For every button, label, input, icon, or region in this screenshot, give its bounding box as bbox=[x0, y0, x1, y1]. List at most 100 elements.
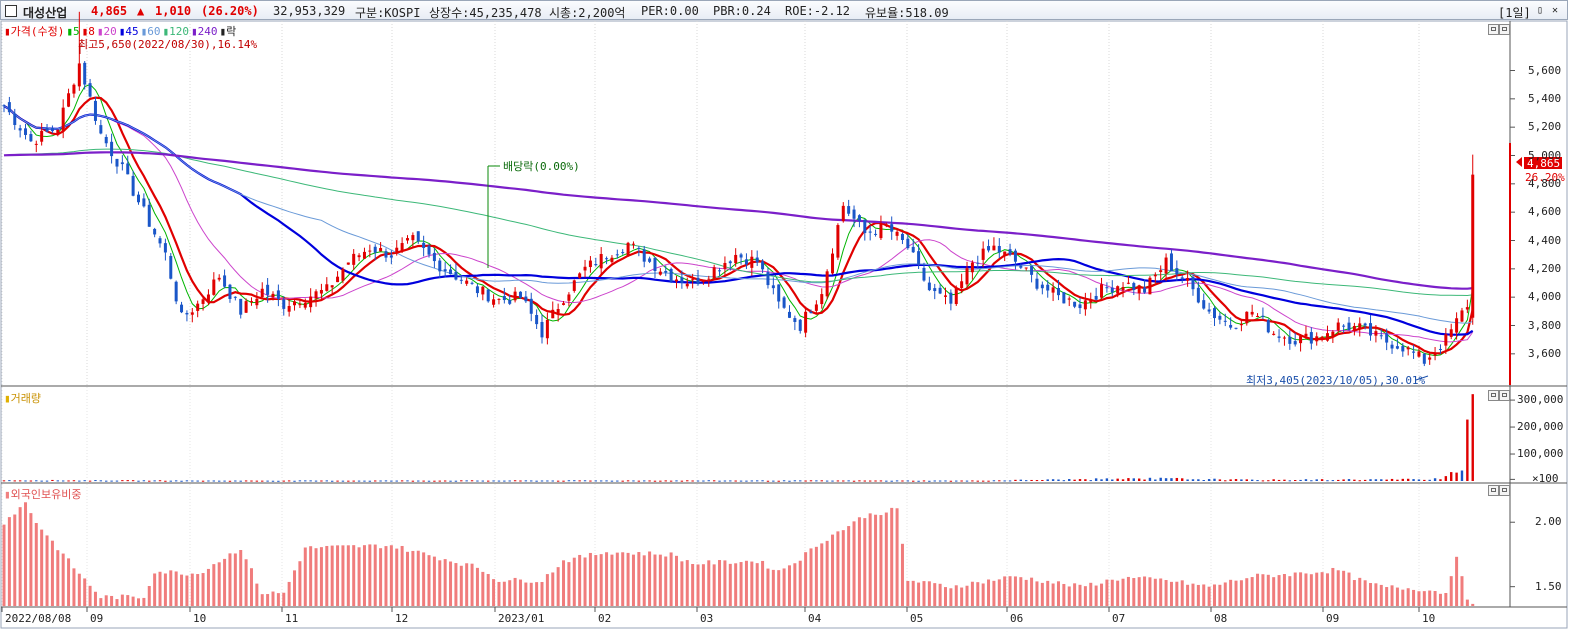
volume-bar bbox=[309, 480, 312, 482]
stock-name[interactable]: 대성산업 bbox=[23, 6, 68, 20]
stock-select-checkbox[interactable] bbox=[5, 5, 17, 17]
volume-bar bbox=[1191, 479, 1195, 481]
volume-bar bbox=[78, 480, 81, 482]
volume-bar bbox=[616, 480, 619, 482]
foreign-ratio-bar bbox=[389, 545, 393, 606]
volume-bar bbox=[766, 480, 770, 482]
candle-body bbox=[1100, 284, 1104, 298]
foreign-ratio-bar bbox=[658, 554, 662, 606]
volume-bar bbox=[933, 480, 936, 482]
chart-frame bbox=[0, 20, 1568, 629]
volume-bar bbox=[1008, 480, 1012, 482]
volume-bar bbox=[271, 480, 275, 482]
candle-body bbox=[362, 251, 366, 259]
candle-body bbox=[502, 296, 506, 301]
volume-bar bbox=[131, 480, 135, 482]
foreign-ratio-bar bbox=[502, 581, 506, 606]
volume-panel-max-button[interactable] bbox=[1499, 390, 1510, 401]
period-button[interactable]: [1일] bbox=[1498, 6, 1531, 20]
ma-60-line bbox=[3, 105, 1473, 324]
volume-bar bbox=[734, 480, 737, 482]
volume-bar bbox=[400, 480, 404, 482]
foreign-ratio-bar bbox=[631, 554, 635, 606]
candle-body bbox=[223, 275, 227, 287]
foreign-ratio-bar bbox=[24, 502, 28, 606]
foreign-ratio-bar bbox=[357, 547, 361, 606]
x-axis-tick: 09 bbox=[1326, 612, 1340, 625]
candle-body bbox=[1137, 285, 1141, 294]
volume-bar bbox=[535, 480, 538, 482]
foreign-ratio-bar bbox=[1304, 573, 1308, 606]
candle-body bbox=[809, 311, 813, 314]
candle-body bbox=[1223, 320, 1227, 322]
volume-bar bbox=[944, 480, 947, 482]
volume-bar bbox=[729, 480, 732, 482]
legend-item[interactable]: ▮60 bbox=[140, 25, 161, 38]
price-panel-restore-button[interactable] bbox=[1488, 24, 1499, 35]
foreign-ratio-bar bbox=[1385, 587, 1389, 606]
candle-body bbox=[50, 128, 54, 132]
foreign-ratio-bar bbox=[319, 547, 323, 606]
foreign-ratio-bar bbox=[874, 514, 878, 606]
volume-bar bbox=[1068, 479, 1071, 481]
candle-body bbox=[857, 215, 861, 222]
close-button[interactable]: ✕ bbox=[1552, 5, 1559, 16]
foreign-ratio-bar bbox=[443, 559, 447, 606]
candle-body bbox=[992, 245, 996, 251]
volume-panel-restore-button[interactable] bbox=[1488, 390, 1499, 401]
volume-bar bbox=[1267, 480, 1270, 482]
foreign-ratio-bar bbox=[556, 567, 560, 606]
foreign-ratio-bar bbox=[1008, 576, 1012, 606]
candle-body bbox=[1040, 284, 1044, 289]
legend-item[interactable]: ▮240 bbox=[190, 25, 218, 38]
volume-bar bbox=[99, 480, 103, 482]
candle-body bbox=[1428, 357, 1432, 360]
volume-bar bbox=[868, 480, 872, 482]
candle-body bbox=[169, 255, 173, 279]
legend-item[interactable]: ▮45 bbox=[118, 25, 139, 38]
legend-item[interactable]: ▮가격(수정) bbox=[4, 25, 65, 38]
volume-bar bbox=[465, 480, 468, 482]
legend-item[interactable]: ▮8 bbox=[81, 25, 95, 38]
x-axis-tick: 09 bbox=[90, 612, 104, 625]
candle-body bbox=[1320, 336, 1324, 340]
volume-bar bbox=[1358, 480, 1361, 482]
foreign-ratio-bar bbox=[911, 580, 915, 606]
foreign-ratio-bar bbox=[836, 531, 840, 606]
foreign-panel-max-button[interactable] bbox=[1499, 485, 1510, 496]
price-y-tick: 4,200 bbox=[1528, 261, 1562, 275]
legend-item[interactable]: ▮락 bbox=[219, 25, 237, 38]
volume-y-tick: 100,000 bbox=[1517, 447, 1564, 461]
candle-body bbox=[696, 277, 700, 285]
candle-body bbox=[653, 257, 657, 272]
candle-body bbox=[879, 223, 883, 239]
candle-body bbox=[847, 206, 851, 214]
volume-bar bbox=[212, 480, 216, 482]
volume-bar bbox=[336, 480, 339, 482]
legend-item[interactable]: ▮5 bbox=[66, 25, 80, 38]
foreign-ratio-bar bbox=[1089, 582, 1093, 606]
volume-bar bbox=[433, 480, 436, 482]
legend-item[interactable]: ▮120 bbox=[162, 25, 189, 38]
minimize-button[interactable]: ▯ bbox=[1537, 5, 1544, 16]
foreign-panel-restore-button[interactable] bbox=[1488, 485, 1499, 496]
candle-body bbox=[852, 209, 856, 219]
foreign-ratio-bar bbox=[777, 570, 781, 606]
volume-bar bbox=[325, 480, 328, 482]
volume-bar bbox=[266, 480, 269, 482]
foreign-ratio-bar bbox=[1363, 580, 1367, 606]
legend-item[interactable]: ▮20 bbox=[96, 25, 117, 38]
price-panel-max-button[interactable] bbox=[1499, 24, 1510, 35]
x-axis-tick: 08 bbox=[1214, 612, 1228, 625]
candle-body bbox=[841, 205, 845, 222]
volume-bar bbox=[406, 480, 409, 482]
volume-bar bbox=[368, 480, 372, 482]
volume-bar bbox=[938, 480, 942, 482]
foreign-ratio-bar bbox=[1272, 577, 1276, 606]
candle-body bbox=[18, 128, 22, 131]
candle-body bbox=[1094, 295, 1098, 300]
candle-body bbox=[325, 284, 329, 291]
candle-body bbox=[825, 271, 829, 297]
foreign-ratio-bar bbox=[223, 558, 227, 606]
